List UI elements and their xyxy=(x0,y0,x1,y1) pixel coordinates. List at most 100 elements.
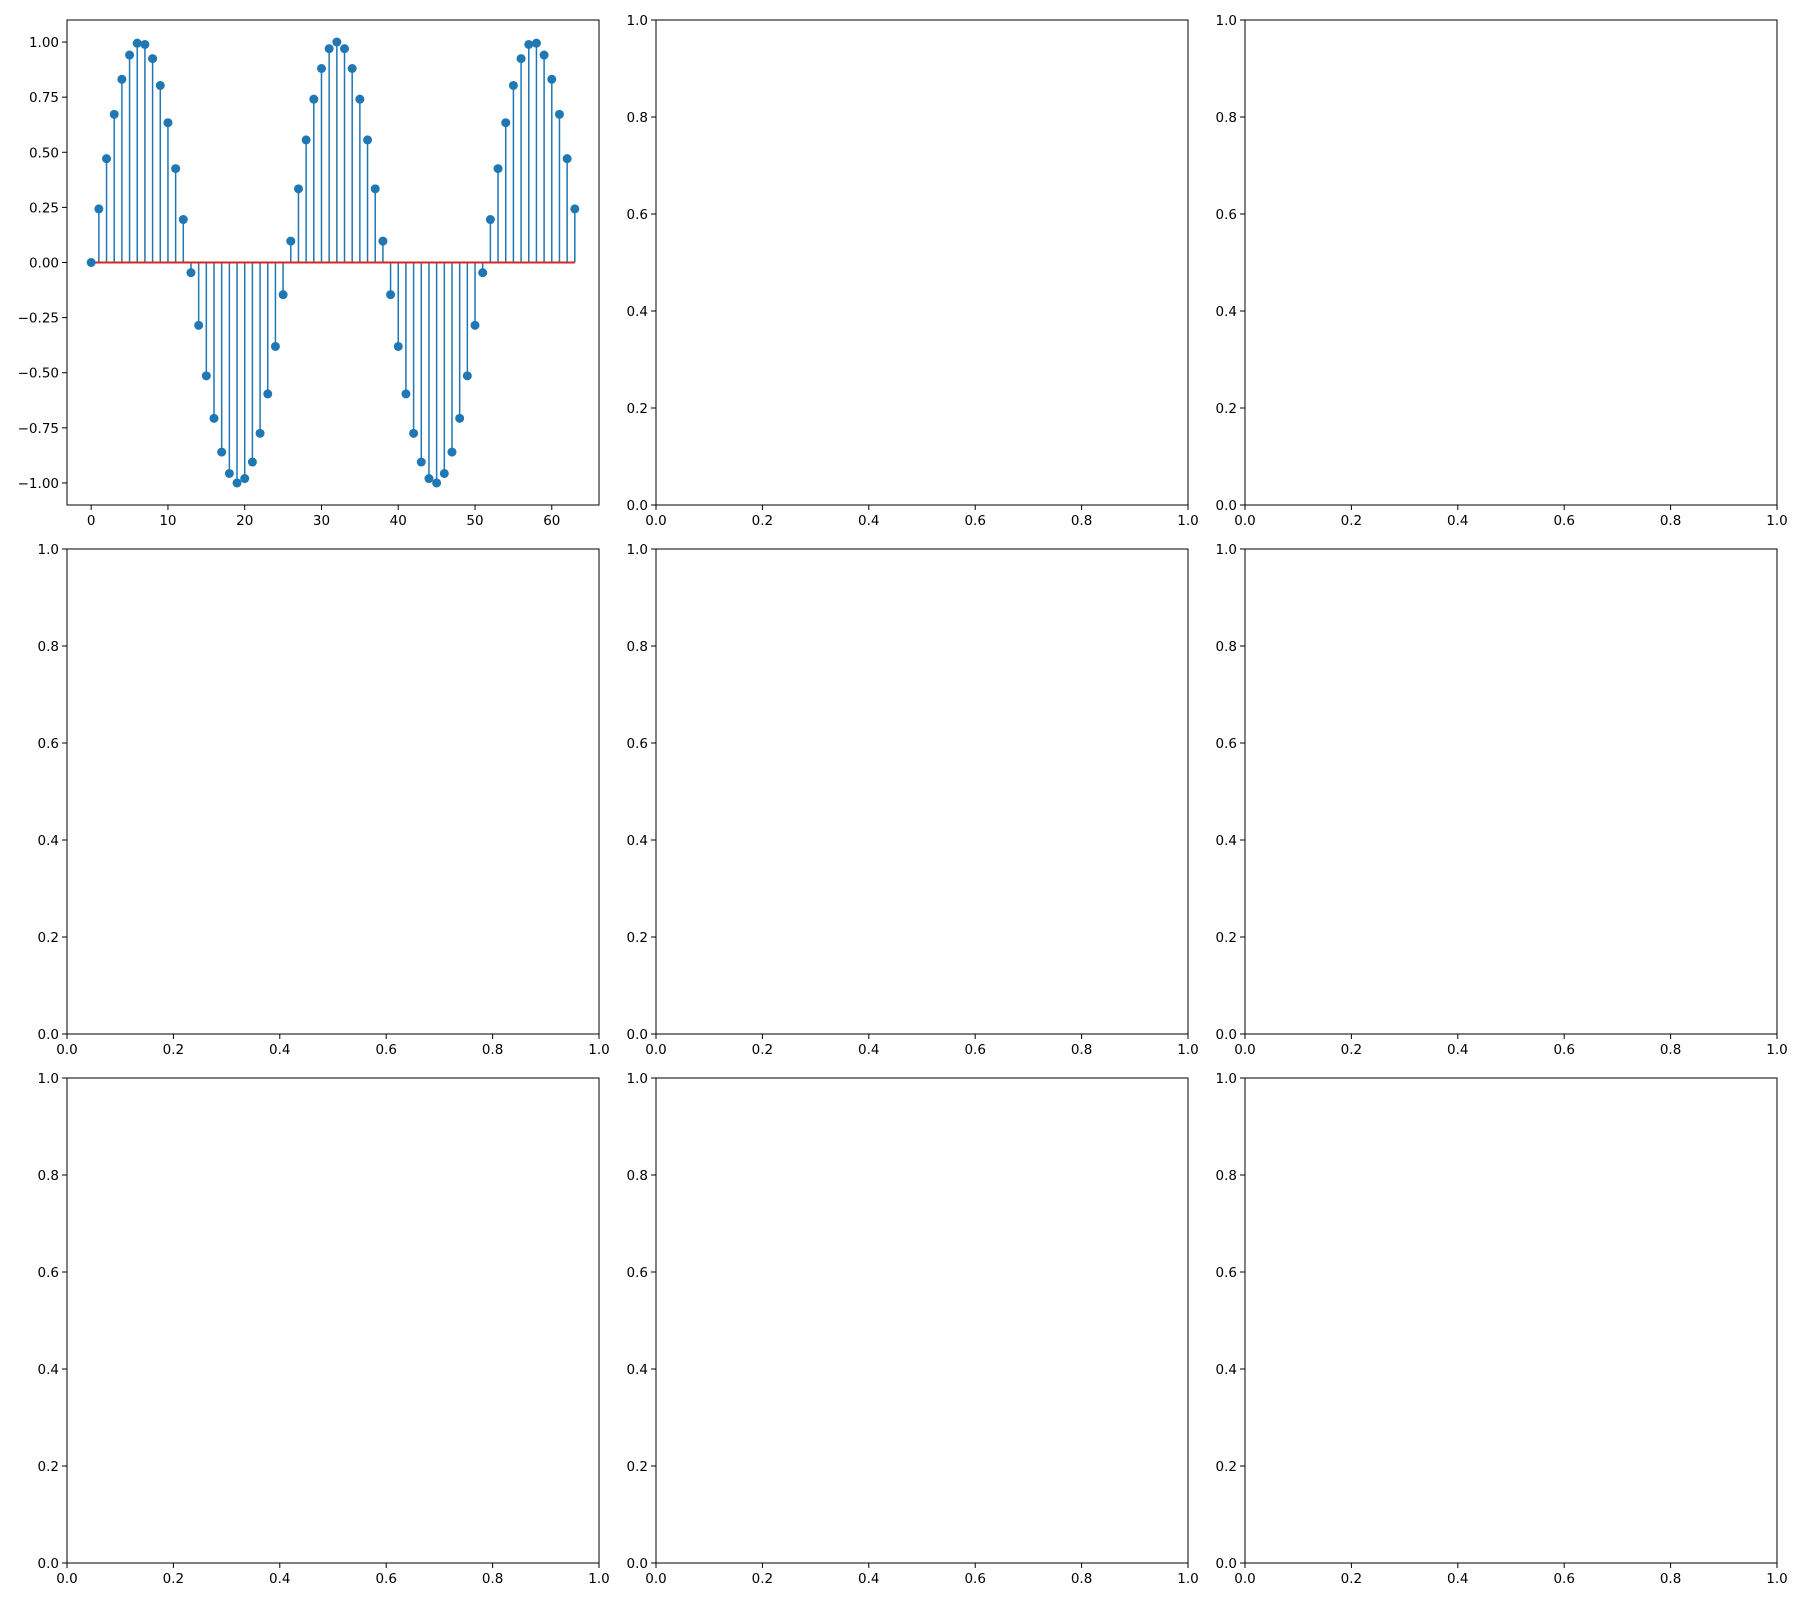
stem-marker xyxy=(217,447,227,457)
stem-marker xyxy=(240,474,250,484)
stem-marker xyxy=(363,135,373,145)
x-tick-label: 0.6 xyxy=(964,1571,985,1587)
x-tick-label: 1.0 xyxy=(1766,1042,1787,1058)
y-tick-label: 0.4 xyxy=(627,304,648,320)
y-tick-label: 0.25 xyxy=(29,200,59,216)
stem-marker xyxy=(393,341,403,351)
stem-marker xyxy=(554,109,564,119)
y-tick-label: 1.0 xyxy=(1216,13,1237,29)
y-tick-label: 0.50 xyxy=(29,145,59,161)
stem-marker xyxy=(401,389,411,399)
x-tick-label: 60 xyxy=(543,513,560,529)
y-tick-label: 1.0 xyxy=(38,542,59,558)
x-tick-label: 0.0 xyxy=(645,1571,666,1587)
subplot-1: 0 10 20 30 40 50 60 −1.00 −0.75 −0.50 −0.25 0.00 0.2… xyxy=(18,19,600,529)
x-tick-label: 0 xyxy=(87,513,96,529)
stem-marker xyxy=(194,320,204,330)
stem-marker xyxy=(570,204,580,214)
y-tick-label: 0.0 xyxy=(627,498,648,514)
subplot-3: 0.0 0.2 0.4 0.6 0.8 1.0 0.0 0.2 0.4 0.6 0.8 1.0 xyxy=(1216,13,1788,529)
y-tick-label: 0.4 xyxy=(1216,833,1237,849)
stem-marker xyxy=(493,164,503,174)
y-tick-label: 1.0 xyxy=(627,13,648,29)
x-tick-label: 0.6 xyxy=(375,1571,396,1587)
y-tick-label: 0.6 xyxy=(1216,207,1237,223)
stem-marker xyxy=(485,215,495,225)
x-tick-label: 30 xyxy=(313,513,330,529)
y-tick-label: 0.6 xyxy=(627,207,648,223)
y-tick-label: 0.6 xyxy=(627,1265,648,1281)
stem-marker xyxy=(247,457,257,467)
y-tick-label: 0.0 xyxy=(627,1027,648,1043)
x-tick-label: 1.0 xyxy=(1766,513,1787,529)
x-tick-label: 0.8 xyxy=(1660,1571,1681,1587)
subplot-2: 0.0 0.2 0.4 0.6 0.8 1.0 0.0 0.2 0.4 0.6 0.8 1.0 xyxy=(627,13,1199,529)
stem-marker xyxy=(171,164,181,174)
y-tick-label: 1.0 xyxy=(38,1071,59,1087)
stem-series xyxy=(86,37,580,488)
y-tick-label: 0.8 xyxy=(1216,110,1237,126)
axes-frame xyxy=(66,548,600,1035)
y-tick-label: 0.0 xyxy=(1216,498,1237,514)
y-tick-label: 0.6 xyxy=(627,736,648,752)
stem-marker xyxy=(109,109,119,119)
y-tick-label: 0.4 xyxy=(627,833,648,849)
x-tick-label: 0.0 xyxy=(56,1571,77,1587)
y-tick-label: 1.0 xyxy=(627,542,648,558)
x-tick-label: 0.0 xyxy=(1234,1571,1255,1587)
x-tick-label: 1.0 xyxy=(588,1042,609,1058)
x-tick-label: 0.0 xyxy=(645,1042,666,1058)
stem-marker xyxy=(424,474,434,484)
stem-marker xyxy=(470,320,480,330)
x-tick-label: 0.4 xyxy=(1447,1571,1468,1587)
x-tick-label: 0.4 xyxy=(858,1571,879,1587)
x-tick-label: 1.0 xyxy=(1177,1042,1198,1058)
y-tick-label: 0.00 xyxy=(29,256,59,272)
stem-marker xyxy=(94,204,104,214)
x-tick-label: 0.4 xyxy=(269,1042,290,1058)
stem-marker xyxy=(278,290,288,300)
x-tick-label: 0.8 xyxy=(482,1571,503,1587)
subplot-7: 0.0 0.2 0.4 0.6 0.8 1.0 0.0 0.2 0.4 0.6 0.8 1.0 xyxy=(38,1071,610,1587)
stem-marker xyxy=(501,118,511,128)
stem-marker xyxy=(539,50,549,60)
x-tick-label: 0.6 xyxy=(1553,1571,1574,1587)
y-tick-label: 0.0 xyxy=(627,1556,648,1572)
x-tick-label: 0.2 xyxy=(752,513,773,529)
x-tick-label: 0.6 xyxy=(375,1042,396,1058)
y-tick-label: 1.00 xyxy=(29,35,59,51)
stem-marker xyxy=(201,371,211,381)
stem-marker xyxy=(140,39,150,49)
stem-marker xyxy=(270,341,280,351)
stem-marker xyxy=(132,38,142,48)
x-tick-label: 0.2 xyxy=(752,1042,773,1058)
y-tick-label: 0.2 xyxy=(1216,401,1237,417)
x-tick-label: 0.2 xyxy=(1341,513,1362,529)
axes-frame xyxy=(1244,1077,1778,1564)
y-tick-label: 0.0 xyxy=(1216,1556,1237,1572)
stem-marker xyxy=(155,80,165,90)
stem-marker xyxy=(117,74,127,84)
y-tick-label: 0.2 xyxy=(627,1459,648,1475)
stem-marker xyxy=(478,268,488,278)
axes-frame xyxy=(66,1077,600,1564)
stem-marker xyxy=(409,428,419,438)
stem-marker xyxy=(547,74,557,84)
x-tick-label: 50 xyxy=(466,513,483,529)
y-tick-label: 0.8 xyxy=(627,1168,648,1184)
stem-marker xyxy=(447,447,457,457)
y-tick-label: 0.75 xyxy=(29,90,59,106)
stem-marker xyxy=(293,184,303,194)
stem-marker xyxy=(524,39,534,49)
stem-marker xyxy=(316,64,326,73)
y-tick-label: −0.50 xyxy=(18,366,59,382)
y-tick-label: 0.6 xyxy=(1216,1265,1237,1281)
x-tick-label: 0.6 xyxy=(1553,513,1574,529)
stem-marker xyxy=(102,154,112,164)
stem-marker xyxy=(178,215,188,225)
stem-marker xyxy=(301,135,311,145)
x-tick-label: 0.8 xyxy=(482,1042,503,1058)
y-tick-label: 1.0 xyxy=(627,1071,648,1087)
